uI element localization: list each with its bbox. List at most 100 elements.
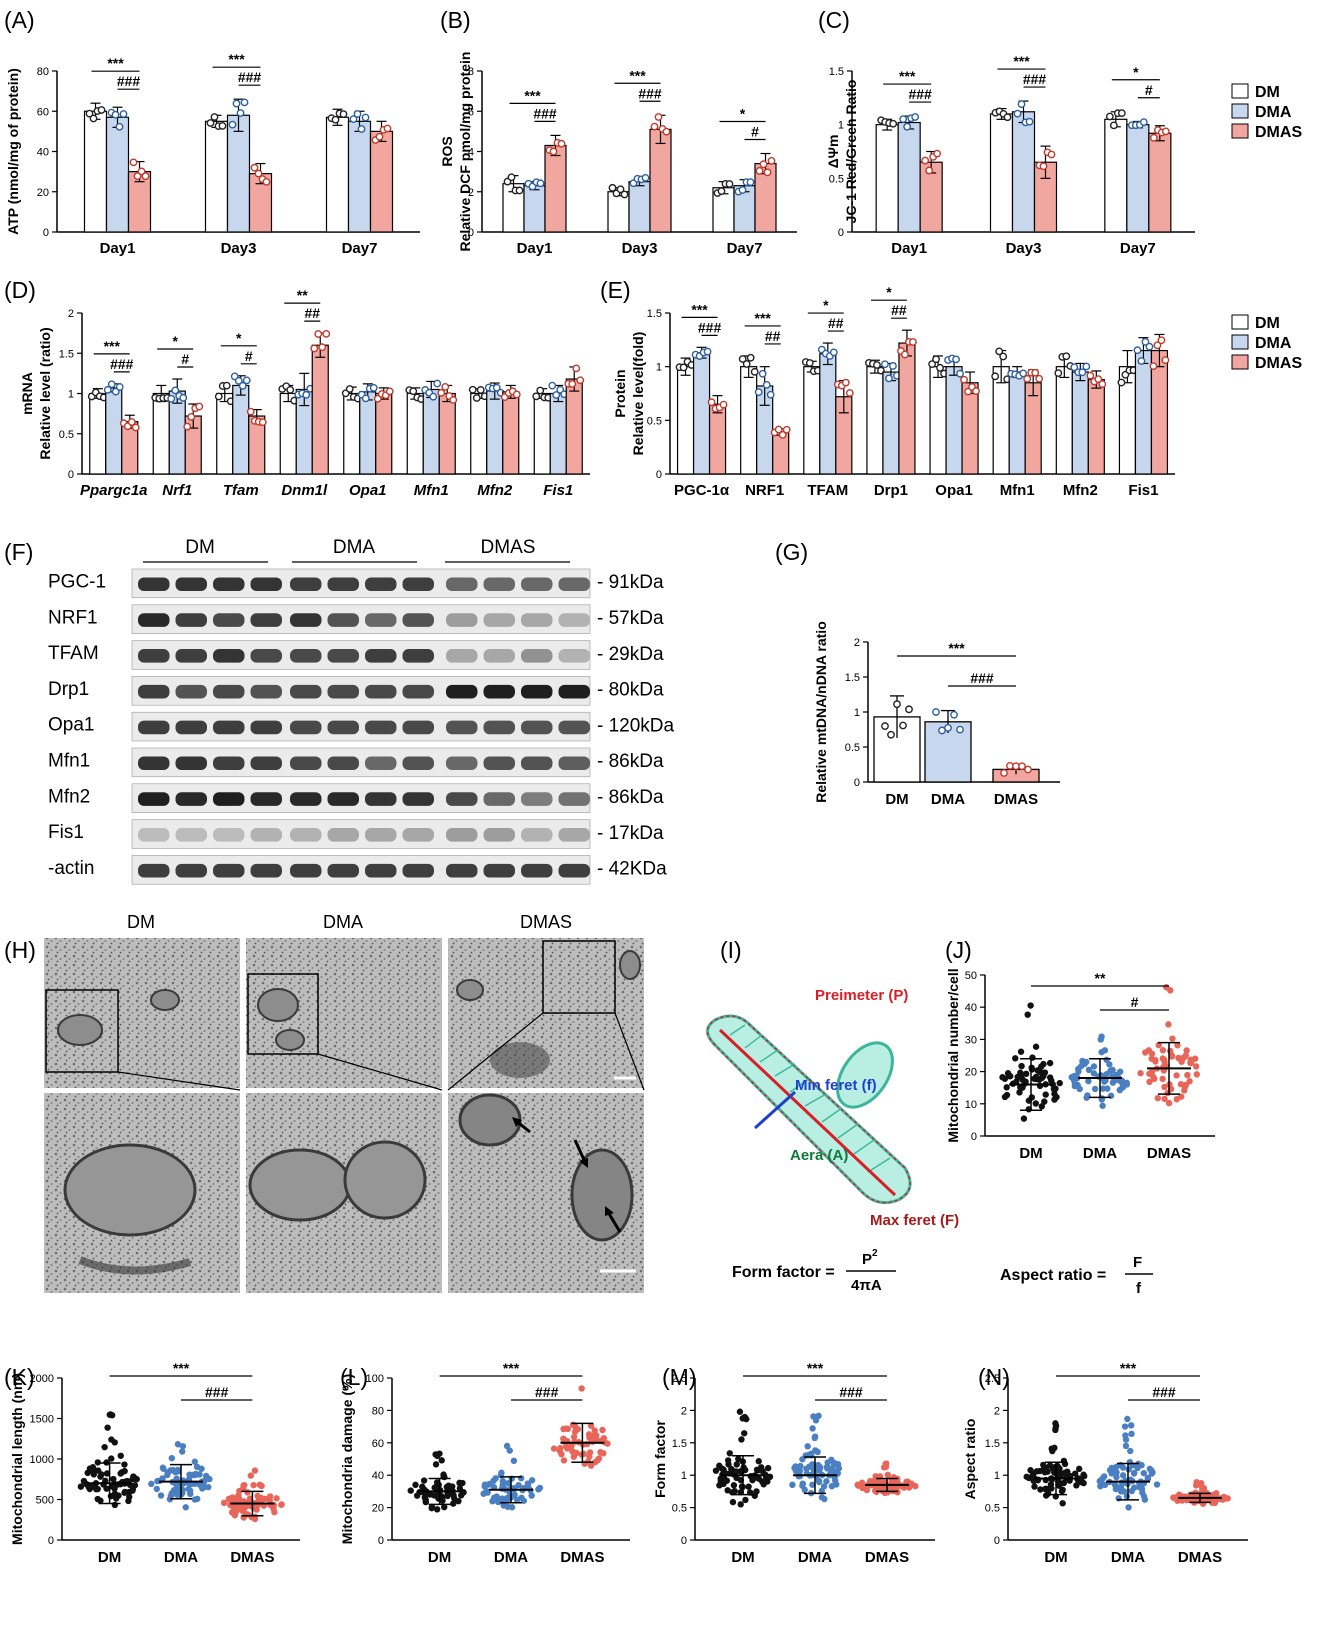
data-point <box>887 730 895 739</box>
data-point <box>129 158 138 167</box>
bar <box>676 366 695 475</box>
significance-label: *** <box>629 67 646 83</box>
data-point <box>438 1457 445 1464</box>
data-point <box>193 1463 201 1471</box>
data-point <box>1046 1074 1054 1081</box>
wb-kda-label: - 80kDa <box>597 680 664 701</box>
schematic-mito-small <box>836 1041 894 1109</box>
wb-band <box>138 720 170 735</box>
y-tick-label-N: 0.5 <box>985 1503 1000 1515</box>
data-point <box>834 1461 842 1468</box>
data-point <box>383 124 392 133</box>
y-tick-label-J: 50 <box>965 970 977 982</box>
wb-band <box>483 828 515 842</box>
y-tick-label-J: 40 <box>965 1002 977 1014</box>
data-point <box>573 1449 580 1457</box>
y-tick-label-A: 20 <box>37 187 49 199</box>
data-point <box>991 372 1000 381</box>
data-point <box>1117 109 1126 117</box>
wb-band <box>290 613 322 627</box>
data-point <box>179 1443 187 1450</box>
wb-band <box>446 577 478 592</box>
data-point <box>1125 1504 1132 1511</box>
data-point <box>1153 341 1162 350</box>
data-point <box>703 347 712 356</box>
wb-protein-label: Drp1 <box>48 679 89 700</box>
data-point <box>127 418 136 426</box>
wb-band <box>213 684 245 699</box>
data-point <box>1031 1483 1038 1490</box>
data-point <box>735 1455 742 1463</box>
data-point <box>1169 1035 1176 1042</box>
data-point <box>432 1461 440 1468</box>
data-point <box>437 388 446 397</box>
schematic-minferet: Min feret (f) <box>795 1077 877 1094</box>
significance-label: # <box>181 351 189 367</box>
data-point <box>111 110 120 119</box>
y-tick-label-L: 0 <box>378 1535 384 1547</box>
data-point <box>1090 1063 1098 1070</box>
data-point <box>104 1424 111 1431</box>
data-point <box>1183 1047 1190 1054</box>
data-point <box>1149 362 1158 371</box>
data-point <box>1109 121 1118 130</box>
wb-kda-label: - 86kDa <box>597 787 664 808</box>
data-point <box>1017 1069 1024 1076</box>
data-point <box>241 1481 248 1489</box>
wb-band <box>365 863 397 878</box>
legend-top: DM DMA DMAS <box>1231 83 1302 141</box>
significance-label: *** <box>807 1360 824 1376</box>
data-point <box>535 1486 542 1493</box>
data-point <box>121 1461 128 1468</box>
data-point <box>490 1477 497 1485</box>
data-point <box>1131 1484 1138 1491</box>
data-point <box>875 1478 883 1485</box>
bar <box>929 366 947 475</box>
significance-label: * <box>886 284 892 300</box>
wb-band <box>483 756 515 771</box>
y-tick-label-K: 1500 <box>30 1414 54 1426</box>
bar <box>369 130 394 233</box>
significance-label: ### <box>1152 1384 1176 1400</box>
data-point <box>262 178 271 186</box>
data-point <box>1193 1071 1201 1078</box>
data-point <box>1024 1011 1031 1018</box>
y-tick-label-E: 1 <box>656 362 662 374</box>
data-point <box>121 1489 128 1496</box>
bar <box>1126 124 1150 233</box>
wb-band <box>483 684 515 699</box>
tem-mito-dma-2 <box>343 1140 427 1220</box>
significance-label: *** <box>899 68 916 84</box>
significance-label: ### <box>238 69 262 85</box>
y-axis-label-G: Relative mtDNA/nDNA ratio <box>813 621 829 803</box>
data-point <box>115 122 124 131</box>
bar <box>89 392 107 475</box>
data-point <box>494 1498 502 1506</box>
data-point <box>1139 118 1148 127</box>
tem-mito-dma-1 <box>248 1148 352 1222</box>
y-axis-label-L: Mitochondria damage (%) <box>339 1374 355 1544</box>
data-point <box>1041 1098 1048 1105</box>
wb-band <box>175 577 207 592</box>
data-point <box>903 122 912 131</box>
wb-band <box>175 613 207 627</box>
data-point <box>273 1495 280 1502</box>
wb-protein-label: PGC-1 <box>48 571 106 592</box>
bar <box>279 392 297 475</box>
wb-protein-label: Opa1 <box>48 715 94 736</box>
panel-label-d: (D) <box>4 277 36 303</box>
y-tick-label-M: 1 <box>681 1470 687 1482</box>
bar <box>549 392 567 475</box>
legend-label-dmas: DMAS <box>1255 124 1302 141</box>
data-point <box>576 376 585 385</box>
data-point <box>1027 1467 1034 1474</box>
data-point <box>805 359 814 367</box>
data-point <box>557 139 566 148</box>
wb-band <box>521 613 553 627</box>
bar <box>628 181 651 233</box>
y-tick-label-L: 40 <box>372 1470 384 1482</box>
y-tick-label-C: 1.5 <box>829 66 844 78</box>
wb-kda-label: - 42KDa <box>597 859 667 880</box>
